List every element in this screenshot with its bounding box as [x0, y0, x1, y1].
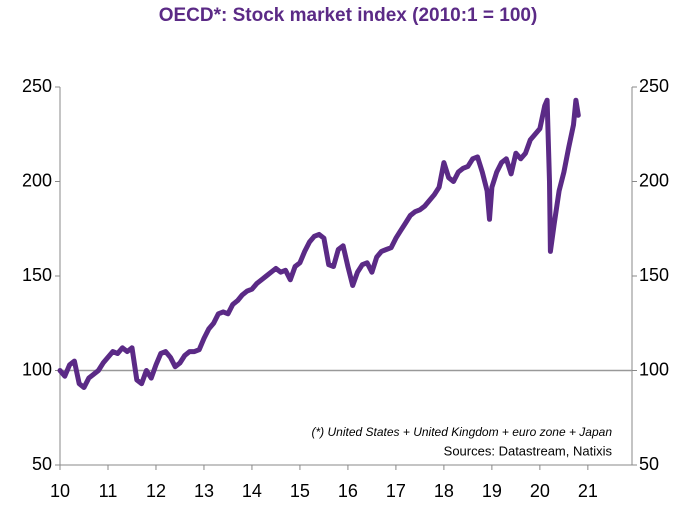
- x-tick-label: 18: [434, 481, 454, 501]
- x-tick-label: 20: [530, 481, 550, 501]
- y-tick-label: 200: [22, 170, 52, 190]
- y-tick-label: 100: [22, 359, 52, 379]
- y2-tick-label: 200: [639, 170, 669, 190]
- x-tick-label: 21: [578, 481, 598, 501]
- y-tick-label: 150: [22, 265, 52, 285]
- x-tick-label: 19: [482, 481, 502, 501]
- y-tick-label: 250: [22, 76, 52, 96]
- x-tick-label: 16: [338, 481, 358, 501]
- y2-tick-label: 50: [639, 454, 659, 474]
- footnote: (*) United States + United Kingdom + eur…: [311, 425, 612, 439]
- y2-tick-label: 100: [639, 359, 669, 379]
- chart-title: OECD*: Stock market index (2010:1 = 100): [159, 5, 538, 26]
- x-tick-label: 15: [290, 481, 310, 501]
- x-tick-label: 11: [99, 481, 118, 501]
- x-tick-label: 12: [146, 481, 166, 501]
- x-tick-label: 14: [242, 481, 262, 501]
- y2-tick-label: 250: [639, 76, 669, 96]
- x-tick-label: 10: [50, 481, 70, 501]
- source: Sources: Datastream, Natixis: [444, 443, 613, 458]
- y-tick-label: 50: [32, 454, 52, 474]
- x-tick-label: 13: [194, 481, 214, 501]
- x-tick-label: 17: [386, 481, 406, 501]
- data-line: [57, 97, 581, 390]
- y2-tick-label: 150: [639, 265, 669, 285]
